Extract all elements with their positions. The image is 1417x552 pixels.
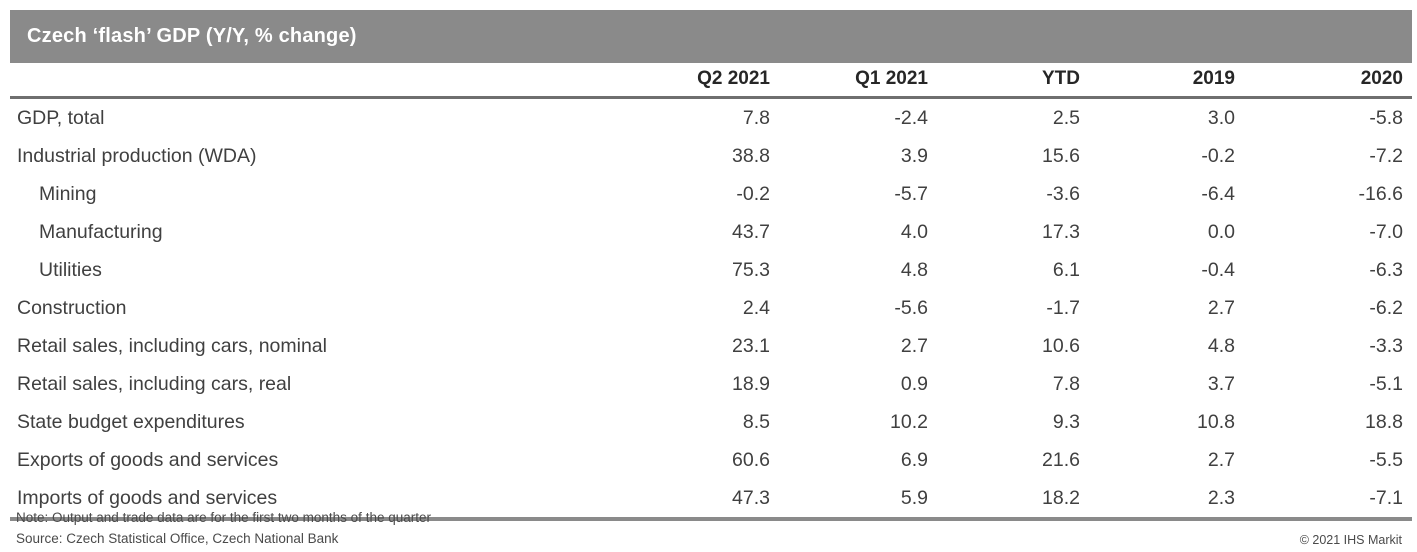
cell-value: 10.6 [1042,334,1080,357]
cell-value: -5.8 [1369,106,1403,129]
cell-value: 0.9 [900,372,928,395]
cell-value: -5.5 [1369,448,1403,471]
cell-value: 7.8 [1052,372,1080,395]
cell-value: 4.8 [900,258,928,281]
table-title-bar: Czech ‘flash’ GDP (Y/Y, % change) [10,10,1412,63]
cell-value: 18.2 [1042,486,1080,509]
cell-value: -7.1 [1369,486,1403,509]
row-label: Construction [17,296,127,319]
table-body: GDP, total 7.8 -2.4 2.5 3.0 -5.8 Industrial pr… [10,98,1412,519]
cell-value: 60.6 [732,448,770,471]
cell-value: 3.0 [1207,106,1235,129]
cell-value: -5.1 [1369,372,1403,395]
table-row: GDP, total 7.8 -2.4 2.5 3.0 -5.8 [10,98,1412,138]
cell-value: 6.1 [1052,258,1080,281]
cell-value: 18.8 [1365,410,1403,433]
cell-value: 6.9 [900,448,928,471]
row-label: Industrial production (WDA) [17,144,257,167]
row-label: Manufacturing [39,220,163,243]
table-row: Exports of goods and services 60.6 6.9 21.6… [10,441,1412,479]
cell-value: 43.7 [732,220,770,243]
cell-value: 38.8 [732,144,770,167]
table-header-row: Q2 2021 Q1 2021 YTD 2019 2020 [10,63,1412,99]
source-line: Source: Czech Statistical Office, Czech … [16,531,339,546]
cell-value: -7.2 [1369,144,1403,167]
cell-value: 47.3 [732,486,770,509]
cell-value: 23.1 [732,334,770,357]
cell-value: 5.9 [900,486,928,509]
row-label: Utilities [39,258,102,281]
gdp-table: Q2 2021 Q1 2021 YTD 2019 2020 GDP, total 7.8 -… [10,63,1412,521]
cell-value: 8.5 [742,410,770,433]
table-row: State budget expenditures 8.5 10.2 9.3 10.8 1… [10,403,1412,441]
cell-value: 2.7 [900,334,928,357]
cell-value: -5.7 [894,182,928,205]
cell-value: -3.3 [1369,334,1403,357]
cell-value: -0.4 [1201,258,1235,281]
cell-value: 7.8 [742,106,770,129]
cell-value: -3.6 [1046,182,1080,205]
column-header: 2020 [1244,63,1412,99]
column-header: Q1 2021 [779,63,937,99]
cell-value: -6.4 [1201,182,1235,205]
cell-value: -16.6 [1358,182,1403,205]
row-label: Exports of goods and services [17,448,279,471]
cell-value: 21.6 [1042,448,1080,471]
row-label: Retail sales, including cars, real [17,372,292,395]
cell-value: 10.2 [890,410,928,433]
cell-value: 3.9 [900,144,928,167]
table-title: Czech ‘flash’ GDP (Y/Y, % change) [27,25,357,47]
column-header: YTD [937,63,1089,99]
table-row: Mining -0.2 -5.7 -3.6 -6.4 -16.6 [10,175,1412,213]
table-row: Retail sales, including cars, nominal 23.… [10,327,1412,365]
row-label: State budget expenditures [17,410,245,433]
cell-value: 2.7 [1207,296,1235,319]
cell-value: 2.3 [1207,486,1235,509]
cell-value: 4.8 [1207,334,1235,357]
row-label: GDP, total [17,106,105,129]
table-row: Imports of goods and services 47.3 5.9 18.2… [10,479,1412,519]
cell-value: -0.2 [1201,144,1235,167]
copyright: © 2021 IHS Markit [1299,533,1402,547]
footnote: Note: Output and trade data are for the … [16,510,431,525]
cell-value: -5.6 [894,296,928,319]
cell-value: -6.3 [1369,258,1403,281]
cell-value: 0.0 [1207,220,1235,243]
cell-value: 2.5 [1052,106,1080,129]
cell-value: 10.8 [1197,410,1235,433]
row-label: Retail sales, including cars, nominal [17,334,327,357]
cell-value: 3.7 [1207,372,1235,395]
cell-value: 4.0 [900,220,928,243]
column-header: 2019 [1089,63,1244,99]
table-row: Construction 2.4 -5.6 -1.7 2.7 -6.2 [10,289,1412,327]
cell-value: 18.9 [732,372,770,395]
cell-value: -6.2 [1369,296,1403,319]
table-row: Industrial production (WDA) 38.8 3.9 15.6 -0… [10,137,1412,175]
row-label: Mining [39,182,97,205]
cell-value: 17.3 [1042,220,1080,243]
cell-value: 2.4 [742,296,770,319]
cell-value: 9.3 [1052,410,1080,433]
cell-value: -2.4 [894,106,928,129]
cell-value: -7.0 [1369,220,1403,243]
table-row: Utilities 75.3 4.8 6.1 -0.4 -6.3 [10,251,1412,289]
cell-value: -0.2 [736,182,770,205]
cell-value: 15.6 [1042,144,1080,167]
column-header: Q2 2021 [621,63,779,99]
table-row: Manufacturing 43.7 4.0 17.3 0.0 -7.0 [10,213,1412,251]
cell-value: 75.3 [732,258,770,281]
row-label: Imports of goods and services [17,486,278,509]
label-column-header [10,63,621,99]
cell-value: 2.7 [1207,448,1235,471]
cell-value: -1.7 [1046,296,1080,319]
table-row: Retail sales, including cars, real 18.9 0.… [10,365,1412,403]
